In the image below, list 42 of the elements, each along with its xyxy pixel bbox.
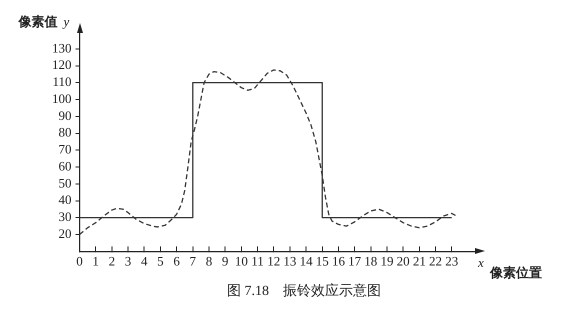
x-tick-label: 1 [92,254,99,269]
y-tick-label: 100 [52,90,72,106]
y-tick-label: 70 [58,142,72,157]
x-tick-label: 2 [108,254,116,269]
y-tick-label: 40 [58,192,72,208]
x-axis-title: x [478,255,484,272]
x-tick-label: 11 [251,254,264,269]
x-tick-label: 15 [316,254,329,269]
x-tick-label: 18 [364,254,378,269]
x-tick-label: 8 [206,254,212,269]
x-tick-label: 7 [190,254,197,269]
x-tick-label: 22 [429,254,442,269]
x-tick-label: 13 [283,254,296,269]
y-axis-title: y [64,14,70,30]
y-tick-label: 60 [58,158,72,174]
x-tick-label: 10 [234,254,248,269]
y-tick-label: 30 [58,209,72,224]
x-tick-label: 0 [76,254,83,269]
x-tick-label: 16 [332,254,346,269]
y-tick-label: 120 [52,57,72,72]
x-tick-label: 9 [222,254,228,269]
y-tick-label: 130 [52,40,72,56]
y-tick-label: 80 [58,124,72,140]
text: 像素值 [17,14,58,30]
y-tick-label: 90 [58,108,72,123]
x-tick-label: 5 [157,254,164,269]
x-tick-label: 4 [140,254,148,269]
y-tick-label: 20 [58,226,72,241]
x-tick-label: 12 [267,254,280,269]
y-tick-label: 50 [58,175,72,190]
x-tick-label: 17 [348,254,362,269]
x-tick-label: 21 [412,254,426,269]
x-tick-label: 14 [300,254,314,269]
line-series [80,69,458,236]
caption: 图 7.18 振铃效应示意图 [226,282,382,300]
x-tick-label: 6 [173,254,180,269]
x-tick-label: 19 [380,254,394,269]
x-tick-label: 20 [396,254,410,269]
x-tick-label: 23 [445,254,458,269]
text: 像素位置 [490,265,542,282]
y-tick-label: 110 [52,74,72,90]
x-tick-label: 3 [124,254,132,269]
